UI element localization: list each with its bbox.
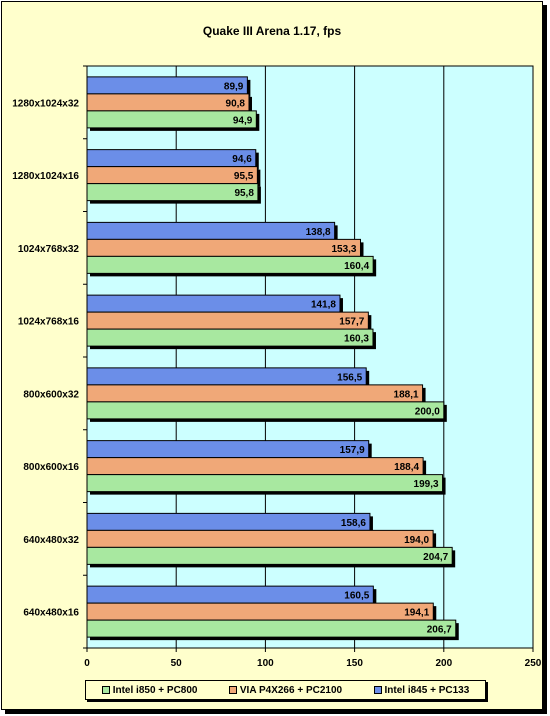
legend-label: Intel i845 + PC133 (384, 684, 470, 696)
bar (86, 110, 257, 129)
category-label: 640x480x32 (23, 535, 79, 546)
bar (86, 619, 457, 638)
category-label: 800x600x16 (23, 462, 79, 473)
legend-swatch (373, 686, 382, 694)
bar (86, 183, 259, 202)
data-label: 188,4 (394, 462, 419, 473)
axis-layer: 0 50 100 150 200 250 1280x1024x32 1280x1024x16 1… (12, 65, 542, 669)
data-label: 194,0 (404, 535, 429, 546)
chart-legend: Intel i850 + PC800 VIA P4X266 + PC2100 I… (85, 680, 486, 700)
bar (86, 529, 434, 548)
data-label: 153,3 (331, 244, 356, 255)
legend-item: Intel i850 + PC800 (101, 684, 198, 696)
category-label: 1280x1024x16 (12, 171, 79, 182)
category-label: 640x480x16 (23, 608, 79, 619)
category-label: 1280x1024x32 (12, 98, 79, 109)
data-label: 204,7 (423, 552, 448, 563)
data-label: 160,5 (344, 591, 369, 602)
data-label: 160,3 (344, 334, 369, 345)
data-label: 94,9 (233, 115, 253, 126)
x-tick-label: 0 (84, 658, 90, 669)
bar (86, 238, 361, 257)
data-label: 95,5 (234, 171, 254, 182)
legend-label: Intel i850 + PC800 (112, 684, 198, 696)
category-label: 1024x768x32 (18, 244, 80, 255)
bar (86, 440, 370, 459)
bar (86, 457, 424, 476)
data-label: 199,3 (414, 479, 439, 490)
bar (86, 221, 336, 240)
data-label: 89,9 (224, 81, 244, 92)
data-label: 206,7 (427, 625, 452, 636)
legend-item: Intel i845 + PC133 (373, 684, 470, 696)
category-label: 800x600x32 (23, 389, 79, 400)
legend-item: VIA P4X266 + PC2100 (228, 684, 343, 696)
x-tick-label: 50 (171, 658, 183, 669)
bar (86, 401, 445, 420)
category-label: 1024x768x16 (18, 317, 80, 328)
legend-swatch (228, 686, 237, 694)
bar (86, 149, 257, 168)
data-label: 157,9 (340, 445, 365, 456)
bar (86, 602, 434, 621)
x-tick-label: 200 (435, 658, 452, 669)
data-label: 194,1 (404, 608, 429, 619)
data-label: 158,6 (341, 518, 366, 529)
bar (86, 255, 374, 274)
legend-swatch (101, 686, 110, 694)
data-label: 160,4 (344, 261, 369, 272)
bar (86, 512, 371, 531)
bar (86, 328, 374, 347)
bar (86, 585, 374, 604)
data-label: 157,7 (339, 317, 364, 328)
bar (86, 474, 444, 493)
data-label: 141,8 (311, 300, 336, 311)
data-label: 90,8 (226, 98, 246, 109)
x-tick-label: 250 (525, 658, 542, 669)
x-tick-label: 150 (346, 658, 363, 669)
data-label: 156,5 (337, 372, 362, 383)
bar (86, 311, 369, 330)
data-label: 95,8 (234, 188, 254, 199)
data-label: 200,0 (415, 406, 440, 417)
bar (86, 166, 258, 185)
bar (86, 294, 341, 313)
x-tick-label: 100 (257, 658, 274, 669)
data-label: 138,8 (306, 227, 331, 238)
data-label: 188,1 (394, 389, 419, 400)
bar (86, 367, 367, 386)
bar (86, 546, 453, 565)
data-label: 94,6 (232, 154, 252, 165)
bar (86, 384, 424, 403)
legend-label: VIA P4X266 + PC2100 (239, 684, 343, 696)
chart-title: Quake III Arena 1.17, fps (203, 24, 342, 38)
